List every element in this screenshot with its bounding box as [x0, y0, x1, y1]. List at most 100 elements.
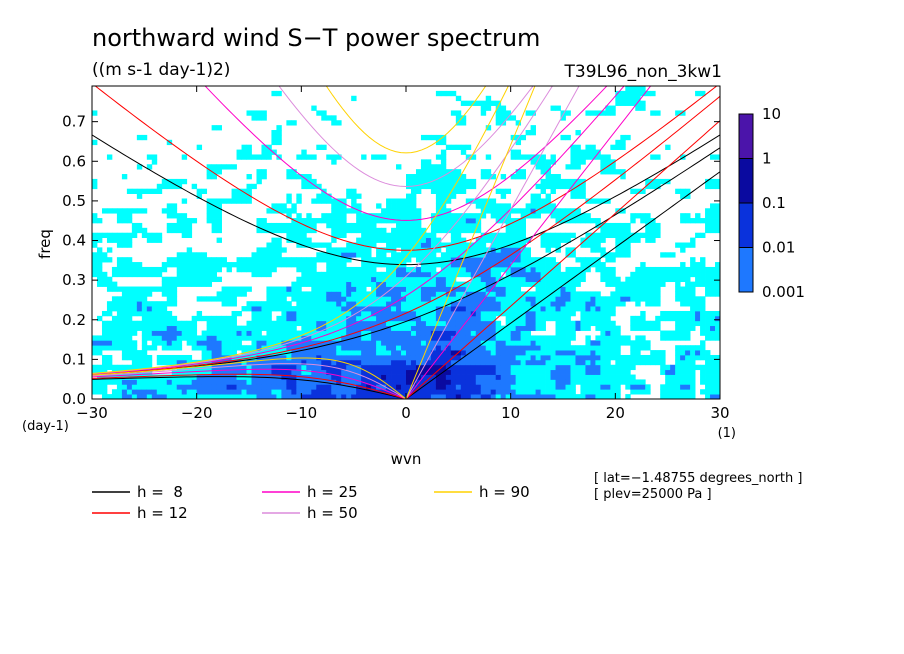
- heatmap-cell: [176, 281, 183, 287]
- heatmap-cell: [415, 213, 422, 219]
- heatmap-cell: [171, 262, 178, 268]
- heatmap-cell: [570, 301, 576, 307]
- heatmap-cell: [615, 144, 621, 150]
- heatmap-cell: [206, 330, 213, 336]
- heatmap-cell: [276, 384, 282, 390]
- heatmap-cell: [690, 306, 696, 312]
- heatmap-cell: [341, 257, 347, 263]
- heatmap-cell: [281, 286, 287, 292]
- heatmap-cell: [351, 320, 357, 327]
- heatmap-cell: [371, 345, 377, 351]
- heatmap-cell: [515, 286, 522, 292]
- heatmap-cell: [610, 227, 616, 234]
- heatmap-cell: [410, 203, 417, 209]
- heatmap-cell: [231, 350, 237, 356]
- heatmap-cell: [171, 345, 178, 351]
- heatmap-cell: [700, 281, 706, 287]
- heatmap-cell: [171, 227, 178, 234]
- heatmap-cell: [455, 266, 462, 273]
- heatmap-cell: [680, 296, 686, 302]
- heatmap-cell: [391, 364, 397, 371]
- heatmap-cell: [406, 296, 412, 302]
- heatmap-cell: [515, 359, 522, 366]
- heatmap-cell: [326, 154, 332, 160]
- heatmap-cell: [570, 276, 576, 283]
- heatmap-cell: [500, 232, 507, 239]
- heatmap-cell: [615, 276, 621, 283]
- heatmap-cell: [455, 222, 462, 229]
- heatmap-cell: [465, 271, 472, 278]
- heatmap-cell: [271, 257, 277, 263]
- heatmap-cell: [600, 359, 606, 366]
- heatmap-cell: [615, 369, 621, 375]
- heatmap-cell: [605, 252, 611, 258]
- heatmap-cell: [430, 374, 437, 380]
- heatmap-cell: [346, 384, 352, 390]
- heatmap-cell: [420, 310, 427, 317]
- heatmap-cell: [266, 354, 272, 361]
- heatmap-cell: [256, 345, 262, 351]
- heatmap-cell: [530, 213, 536, 219]
- heatmap-cell: [196, 379, 203, 385]
- heatmap-cell: [251, 306, 257, 312]
- heatmap-cell: [226, 301, 232, 307]
- heatmap-cell: [595, 369, 601, 375]
- heatmap-cell: [396, 208, 402, 214]
- heatmap-cell: [306, 257, 312, 263]
- heatmap-cell: [470, 154, 477, 160]
- heatmap-cell: [620, 237, 626, 243]
- heatmap-cell: [415, 301, 422, 307]
- heatmap-cell: [570, 335, 576, 341]
- heatmap-cell: [605, 306, 611, 312]
- heatmap-cell: [141, 345, 148, 351]
- heatmap-cell: [560, 281, 566, 287]
- heatmap-cell: [475, 100, 482, 106]
- heatmap-cell: [301, 389, 307, 395]
- heatmap-cell: [580, 242, 586, 248]
- heatmap-cell: [430, 276, 437, 283]
- heatmap-cell: [645, 281, 651, 287]
- heatmap-cell: [366, 320, 372, 327]
- heatmap-cell: [186, 379, 193, 385]
- heatmap-cell: [670, 335, 676, 341]
- heatmap-cell: [146, 286, 153, 292]
- heatmap-cell: [690, 384, 696, 390]
- heatmap-cell: [515, 266, 522, 273]
- heatmap-cell: [166, 208, 173, 214]
- heatmap-cell: [640, 384, 646, 390]
- heatmap-cell: [545, 164, 551, 170]
- heatmap-cell: [206, 164, 213, 170]
- heatmap-cell: [495, 340, 502, 346]
- heatmap-cell: [166, 335, 173, 341]
- heatmap-cell: [540, 203, 546, 209]
- heatmap-cell: [306, 325, 312, 331]
- heatmap-cell: [610, 301, 616, 307]
- heatmap-cell: [595, 237, 601, 243]
- heatmap-cell: [131, 354, 138, 361]
- heatmap-cell: [555, 178, 561, 185]
- heatmap-cell: [176, 354, 183, 361]
- heatmap-cell: [550, 213, 556, 219]
- heatmap-cell: [136, 286, 143, 292]
- heatmap-cell: [430, 335, 437, 341]
- heatmap-cell: [291, 394, 297, 399]
- heatmap-cell: [221, 335, 227, 341]
- heatmap-cell: [266, 306, 272, 312]
- heatmap-cell: [530, 301, 536, 307]
- heatmap-cell: [351, 359, 357, 366]
- heatmap-cell: [535, 164, 541, 170]
- heatmap-cell: [241, 154, 247, 160]
- heatmap-cell: [510, 266, 517, 273]
- heatmap-cell: [391, 208, 397, 214]
- heatmap-cell: [495, 345, 502, 351]
- heatmap-cell: [545, 394, 551, 399]
- heatmap-cell: [291, 169, 297, 175]
- heatmap-cell: [600, 335, 606, 341]
- heatmap-cell: [580, 149, 586, 155]
- heatmap-cell: [420, 291, 427, 297]
- heatmap-cell: [351, 222, 357, 229]
- heatmap-cell: [690, 354, 696, 361]
- heatmap-cell: [116, 257, 123, 263]
- heatmap-cell: [356, 345, 362, 351]
- heatmap-cell: [381, 301, 387, 307]
